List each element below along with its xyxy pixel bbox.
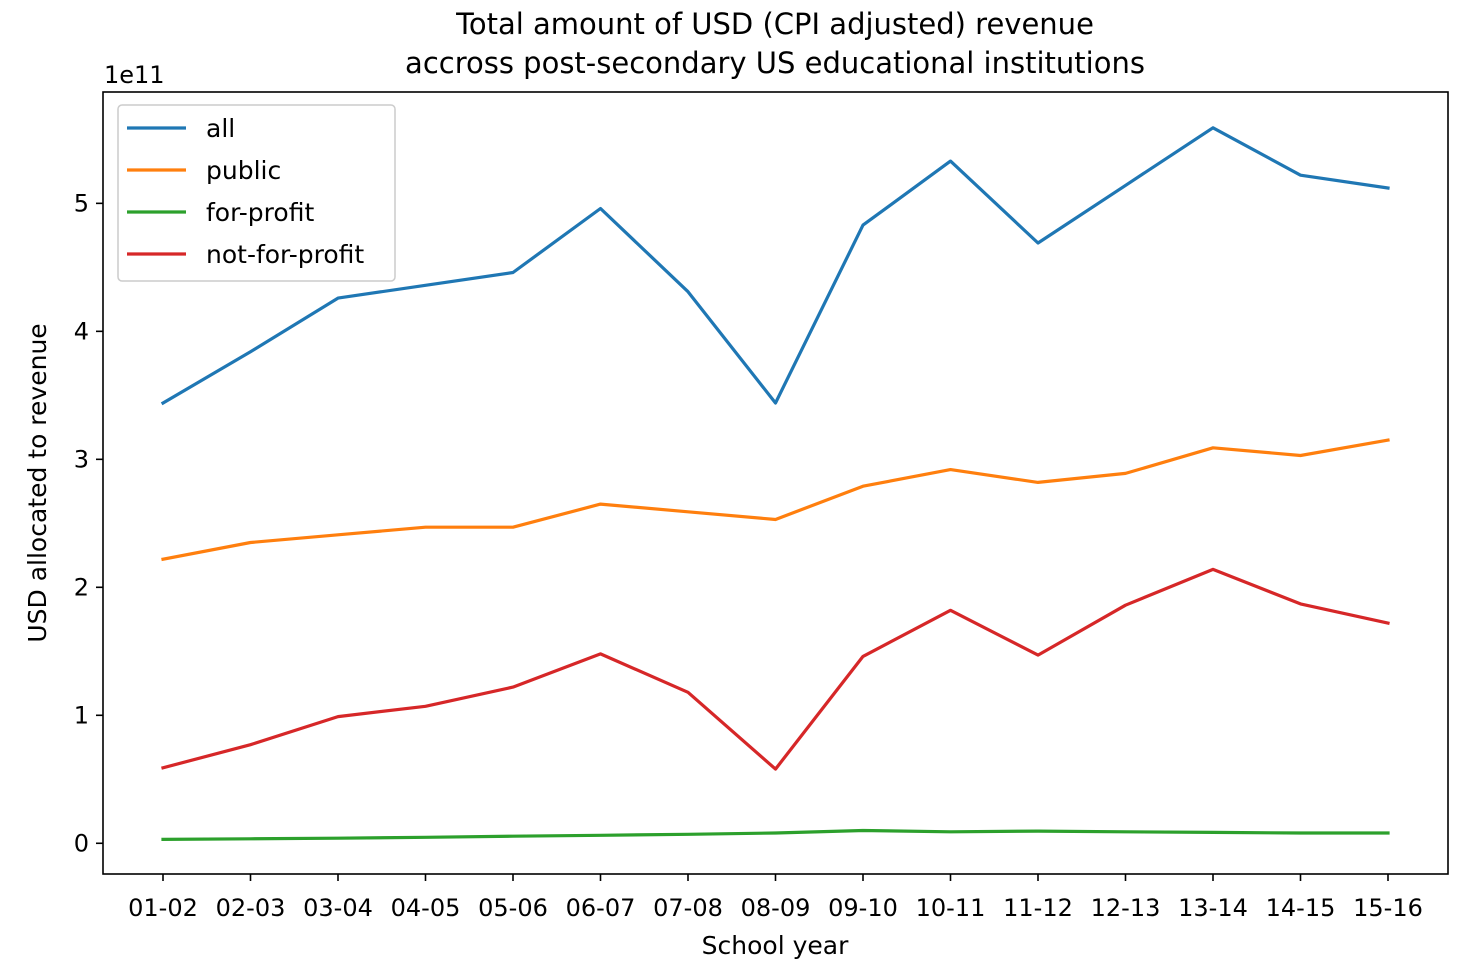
x-tick-label: 11-12	[1003, 894, 1073, 922]
x-tick-label: 06-07	[566, 894, 636, 922]
y-axis-ticks: 0 1 2 3 4 5	[74, 189, 103, 857]
x-tick-label: 15-16	[1353, 894, 1423, 922]
x-tick-label: 07-08	[653, 894, 723, 922]
chart-title: Total amount of USD (CPI adjusted) reven…	[405, 7, 1145, 80]
legend: all public for-profit not-for-profit	[117, 104, 396, 282]
x-tick-label: 08-09	[741, 894, 811, 922]
series-line-not-for-profit	[161, 567, 1390, 771]
y-tick-label: 2	[74, 573, 89, 601]
series-line-all	[160, 126, 1390, 406]
x-tick-label: 01-02	[128, 894, 198, 922]
x-tick-label: 04-05	[391, 894, 461, 922]
legend-label-for-profit: for-profit	[206, 198, 314, 227]
x-tick-label: 14-15	[1266, 894, 1336, 922]
x-tick-label: 12-13	[1091, 894, 1161, 922]
x-axis-label: School year	[702, 931, 849, 960]
y-tick-label: 3	[74, 445, 89, 473]
y-axis-label: USD allocated to revenue	[23, 323, 52, 642]
x-tick-label: 03-04	[303, 894, 373, 922]
y-tick-label: 4	[74, 317, 89, 345]
series-line-public	[161, 438, 1390, 562]
x-axis-ticks: 01-02 02-03 03-04 04-05 05-06 06-07 07-08 08-09…	[128, 874, 1423, 922]
chart-title-line-1: Total amount of USD (CPI adjusted) reven…	[455, 7, 1094, 41]
x-tick-label: 02-03	[216, 894, 286, 922]
x-tick-label: 13-14	[1178, 894, 1248, 922]
legend-label-all: all	[206, 114, 235, 143]
x-tick-label: 10-11	[916, 894, 986, 922]
legend-label-not-for-profit: not-for-profit	[206, 240, 364, 269]
x-tick-label: 09-10	[828, 894, 898, 922]
legend-label-public: public	[206, 156, 281, 185]
y-tick-label: 0	[74, 829, 89, 857]
x-tick-label: 05-06	[478, 894, 548, 922]
series-lines	[160, 126, 1390, 842]
y-tick-label: 1	[74, 701, 89, 729]
legend-box	[117, 104, 396, 282]
y-tick-label: 5	[74, 189, 89, 217]
y-axis-offset-label: 1e11	[104, 61, 165, 89]
chart-title-line-2: accross post-secondary US educational in…	[405, 46, 1145, 80]
series-line-for-profit	[161, 828, 1390, 842]
plot-area-frame	[102, 91, 1449, 875]
